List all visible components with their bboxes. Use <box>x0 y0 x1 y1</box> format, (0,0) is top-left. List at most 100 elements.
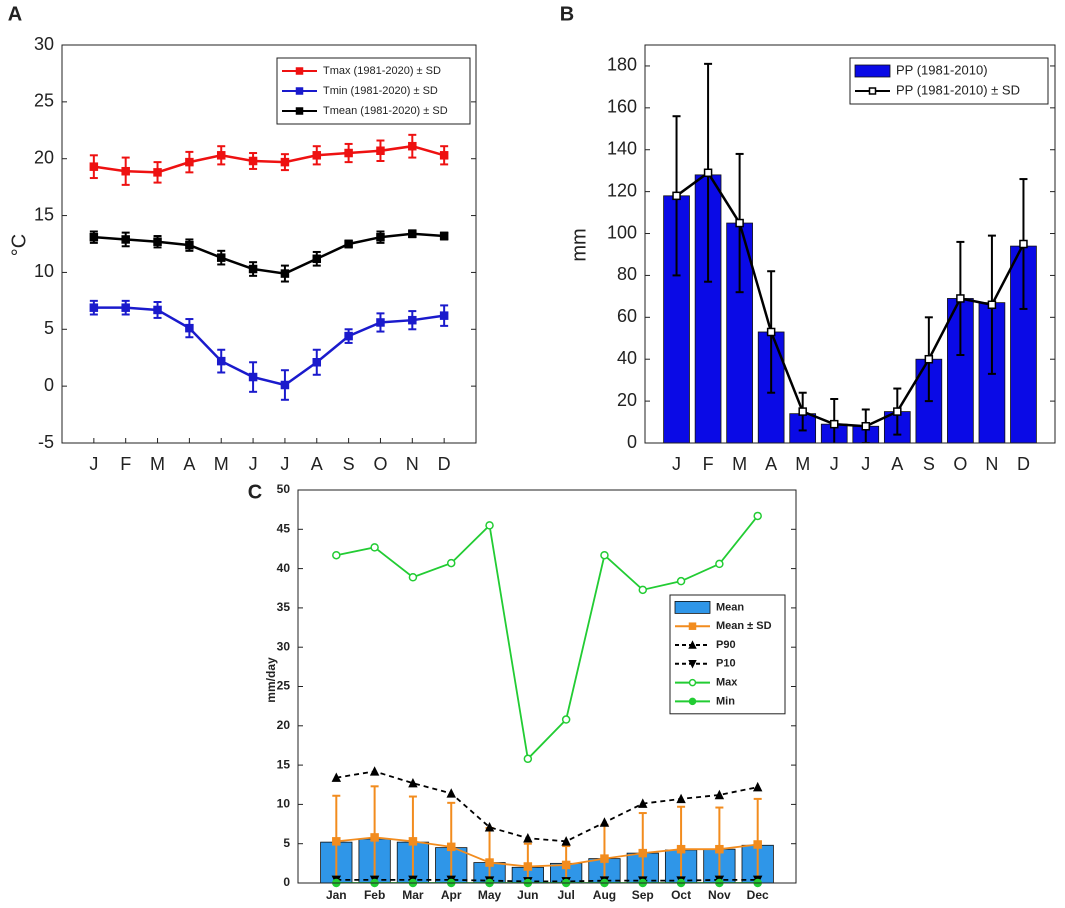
marker <box>312 151 322 160</box>
marker <box>408 778 418 788</box>
x-tick-label: Aug <box>593 888 616 902</box>
x-tick-label: F <box>120 454 131 474</box>
legend-label: P90 <box>716 639 736 651</box>
panel-label: A <box>8 3 22 25</box>
series-line <box>336 878 758 883</box>
y-axis-label: mm/day <box>264 657 278 703</box>
y-tick-label: 0 <box>44 375 54 395</box>
marker <box>121 235 130 244</box>
y-tick-label: 35 <box>277 600 291 614</box>
y-tick-label: 45 <box>277 521 291 535</box>
x-tick-label: O <box>953 454 967 474</box>
marker <box>861 421 871 431</box>
legend-swatch <box>674 601 711 614</box>
marker <box>599 817 610 827</box>
series-line <box>93 232 445 275</box>
marker <box>312 254 322 264</box>
legend-label: PP (1981-2010) <box>896 62 988 77</box>
x-tick-label: S <box>343 454 355 474</box>
marker <box>185 240 194 250</box>
marker <box>688 660 697 669</box>
marker <box>216 253 226 262</box>
marker <box>987 300 997 309</box>
marker <box>408 229 417 239</box>
x-tick-label: D <box>1017 454 1030 474</box>
marker <box>798 407 807 416</box>
marker <box>295 87 304 95</box>
y-tick-label: 0 <box>283 875 290 889</box>
x-tick-label: M <box>214 454 229 474</box>
axes-box <box>644 44 1056 444</box>
marker <box>376 318 385 327</box>
marker <box>408 141 417 151</box>
y-tick-label: 30 <box>277 639 291 653</box>
x-tick-label: M <box>150 454 165 474</box>
legend-label: Mean <box>716 601 744 613</box>
y-tick-label: 160 <box>607 97 637 117</box>
x-tick-label: J <box>89 454 98 474</box>
marker <box>715 844 724 854</box>
series-line <box>93 306 445 387</box>
x-tick-label: S <box>923 454 935 474</box>
marker <box>439 231 449 241</box>
y-tick-label: 20 <box>277 718 291 732</box>
x-tick-label: Dec <box>747 888 769 902</box>
y-tick-label: 10 <box>277 797 291 811</box>
series-line <box>93 144 445 174</box>
marker <box>121 303 130 312</box>
x-tick-label: Nov <box>708 888 731 902</box>
marker <box>561 836 571 846</box>
y-tick-label: 50 <box>277 482 291 496</box>
marker <box>89 232 99 242</box>
y-tick-label: 0 <box>627 432 637 452</box>
marker <box>703 168 713 178</box>
marker <box>638 848 648 858</box>
x-tick-label: May <box>478 888 502 902</box>
y-tick-label: 100 <box>607 222 637 242</box>
y-tick-label: 60 <box>617 306 637 326</box>
y-tick-label: 20 <box>34 147 54 167</box>
marker <box>523 833 533 843</box>
marker <box>344 239 353 249</box>
marker <box>332 837 341 846</box>
y-tick-label: 40 <box>277 561 291 575</box>
marker <box>715 559 724 569</box>
legend-label: Tmin (1981-2020) ± SD <box>323 85 438 97</box>
series-line <box>336 836 758 868</box>
marker <box>295 107 304 115</box>
marker <box>153 305 162 315</box>
x-tick-label: J <box>861 454 870 474</box>
marker <box>153 237 162 246</box>
marker <box>376 232 385 242</box>
legend-label: Mean ± SD <box>716 620 772 632</box>
plot-area <box>320 515 774 883</box>
marker <box>408 315 417 325</box>
marker <box>153 168 162 177</box>
marker <box>688 622 697 630</box>
x-tick-label: Feb <box>364 888 385 902</box>
marker <box>408 572 418 582</box>
marker <box>752 781 763 792</box>
marker <box>248 156 258 166</box>
marker <box>408 837 418 846</box>
marker <box>121 166 130 176</box>
x-tick-label: J <box>249 454 258 474</box>
panel-label: B <box>560 3 574 25</box>
marker <box>446 788 456 798</box>
marker <box>312 358 322 367</box>
x-tick-label: A <box>183 454 195 474</box>
marker <box>331 772 342 782</box>
x-tick-label: D <box>438 454 451 474</box>
x-tick-label: F <box>703 454 714 474</box>
marker <box>676 793 686 804</box>
marker <box>753 840 762 849</box>
x-tick-label: A <box>891 454 903 474</box>
marker <box>369 766 380 776</box>
x-tick-label: Apr <box>441 888 462 902</box>
marker <box>248 372 258 382</box>
legend-label: Tmax (1981-2020) ± SD <box>323 65 441 77</box>
series-line <box>336 515 759 761</box>
marker <box>893 407 902 416</box>
marker <box>766 327 776 337</box>
marker <box>216 356 226 366</box>
